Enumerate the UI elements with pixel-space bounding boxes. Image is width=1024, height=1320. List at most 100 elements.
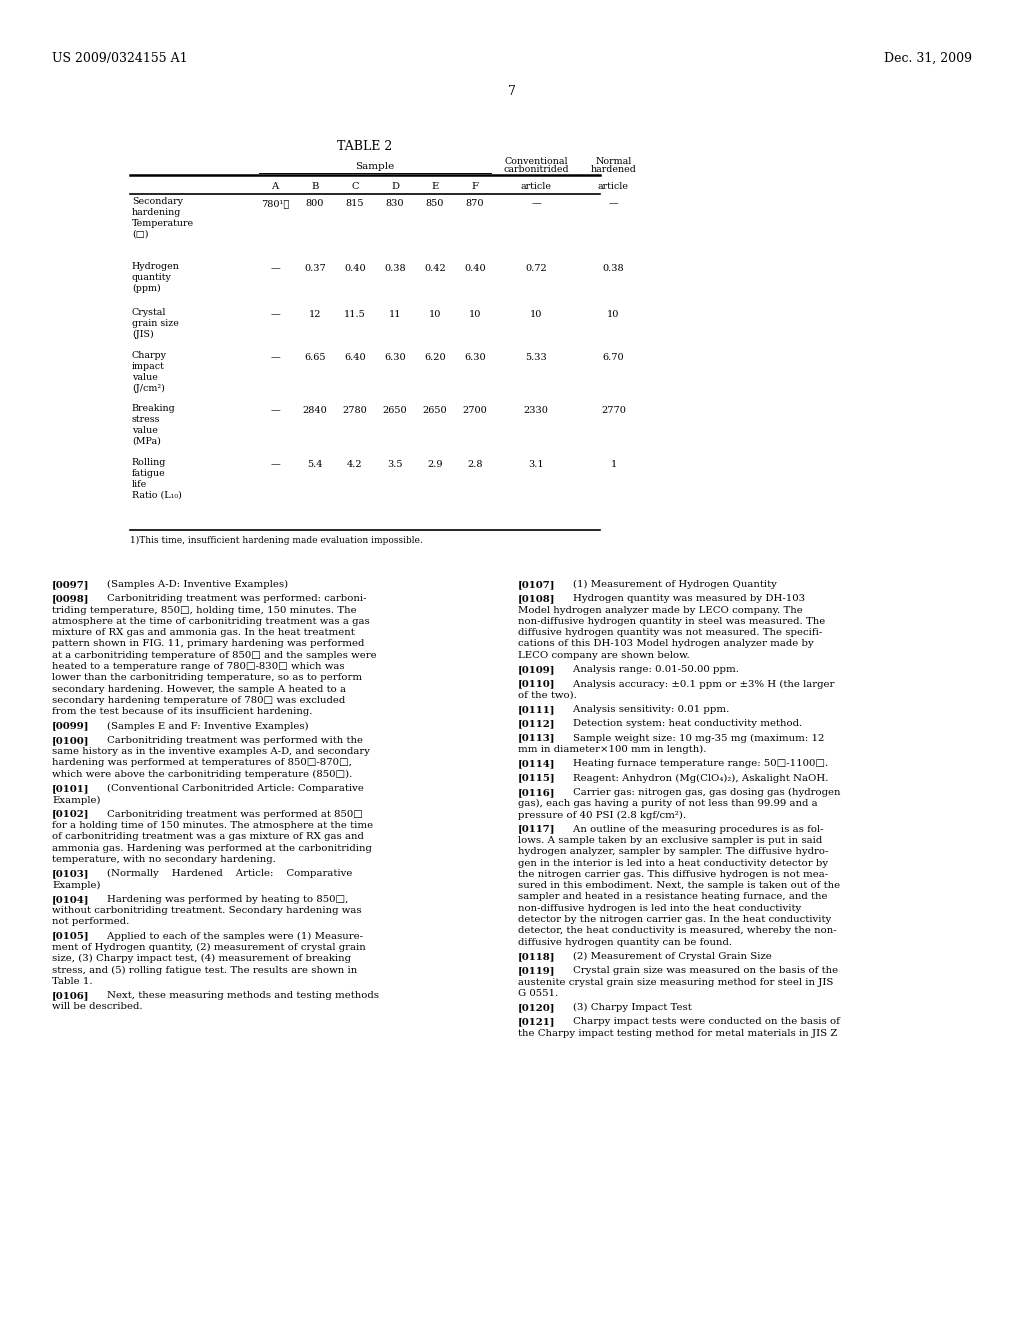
Text: Hydrogen: Hydrogen <box>132 261 180 271</box>
Text: stress, and (5) rolling fatigue test. The results are shown in: stress, and (5) rolling fatigue test. Th… <box>52 966 357 974</box>
Text: 0.72: 0.72 <box>525 264 547 273</box>
Text: austenite crystal grain size measuring method for steel in JIS: austenite crystal grain size measuring m… <box>518 978 834 986</box>
Text: 1: 1 <box>610 459 616 469</box>
Text: [0106]: [0106] <box>52 991 89 1001</box>
Text: (Conventional Carbonitrided Article: Comparative: (Conventional Carbonitrided Article: Com… <box>94 784 364 793</box>
Text: [0103]: [0103] <box>52 869 89 878</box>
Text: B: B <box>311 182 318 191</box>
Text: 6.30: 6.30 <box>384 352 406 362</box>
Text: [0113]: [0113] <box>518 734 555 743</box>
Text: pressure of 40 PSI (2.8 kgf/cm²).: pressure of 40 PSI (2.8 kgf/cm²). <box>518 810 686 820</box>
Text: 7: 7 <box>508 84 516 98</box>
Text: 2780: 2780 <box>343 407 368 414</box>
Text: sured in this embodiment. Next, the sample is taken out of the: sured in this embodiment. Next, the samp… <box>518 882 840 890</box>
Text: secondary hardening temperature of 780□ was excluded: secondary hardening temperature of 780□ … <box>52 696 345 705</box>
Text: (Samples A-D: Inventive Examples): (Samples A-D: Inventive Examples) <box>94 579 288 589</box>
Text: 0.37: 0.37 <box>304 264 326 273</box>
Text: (□): (□) <box>132 230 148 239</box>
Text: quantity: quantity <box>132 273 172 282</box>
Text: —: — <box>531 199 541 209</box>
Text: value: value <box>132 426 158 436</box>
Text: non-diffusive hydrogen is led into the heat conductivity: non-diffusive hydrogen is led into the h… <box>518 904 801 913</box>
Text: Crystal: Crystal <box>132 308 167 317</box>
Text: 830: 830 <box>386 199 404 209</box>
Text: Heating furnace temperature range: 50□-1100□.: Heating furnace temperature range: 50□-1… <box>560 759 828 768</box>
Text: hardening: hardening <box>132 209 181 216</box>
Text: [0104]: [0104] <box>52 895 89 904</box>
Text: Charpy: Charpy <box>132 351 167 360</box>
Text: 0.38: 0.38 <box>603 264 625 273</box>
Text: temperature, with no secondary hardening.: temperature, with no secondary hardening… <box>52 855 275 863</box>
Text: [0114]: [0114] <box>518 759 555 768</box>
Text: C: C <box>351 182 358 191</box>
Text: 6.70: 6.70 <box>603 352 625 362</box>
Text: (MPa): (MPa) <box>132 437 161 446</box>
Text: E: E <box>431 182 438 191</box>
Text: 2770: 2770 <box>601 407 626 414</box>
Text: lows. A sample taken by an exclusive sampler is put in said: lows. A sample taken by an exclusive sam… <box>518 836 822 845</box>
Text: article: article <box>598 182 629 191</box>
Text: Carbonitriding treatment was performed at 850□: Carbonitriding treatment was performed a… <box>94 809 362 818</box>
Text: gas), each gas having a purity of not less than 99.99 and a: gas), each gas having a purity of not le… <box>518 799 817 808</box>
Text: LECO company are shown below.: LECO company are shown below. <box>518 651 690 660</box>
Text: [0098]: [0098] <box>52 594 89 603</box>
Text: [0115]: [0115] <box>518 774 556 783</box>
Text: Table 1.: Table 1. <box>52 977 92 986</box>
Text: Next, these measuring methods and testing methods: Next, these measuring methods and testin… <box>94 991 379 1001</box>
Text: 2840: 2840 <box>303 407 328 414</box>
Text: [0105]: [0105] <box>52 932 90 941</box>
Text: 2650: 2650 <box>383 407 408 414</box>
Text: Temperature: Temperature <box>132 219 195 228</box>
Text: TABLE 2: TABLE 2 <box>337 140 392 153</box>
Text: not performed.: not performed. <box>52 917 129 927</box>
Text: Hydrogen quantity was measured by DH-103: Hydrogen quantity was measured by DH-103 <box>560 594 805 603</box>
Text: 10: 10 <box>607 310 620 319</box>
Text: (J/cm²): (J/cm²) <box>132 384 165 393</box>
Text: of the two).: of the two). <box>518 690 577 700</box>
Text: [0116]: [0116] <box>518 788 555 797</box>
Text: 10: 10 <box>529 310 542 319</box>
Text: 2650: 2650 <box>423 407 447 414</box>
Text: 2.9: 2.9 <box>427 459 442 469</box>
Text: 2700: 2700 <box>463 407 487 414</box>
Text: for a holding time of 150 minutes. The atmosphere at the time: for a holding time of 150 minutes. The a… <box>52 821 373 830</box>
Text: Detection system: heat conductivity method.: Detection system: heat conductivity meth… <box>560 719 802 729</box>
Text: lower than the carbonitriding temperature, so as to perform: lower than the carbonitriding temperatur… <box>52 673 362 682</box>
Text: Carrier gas: nitrogen gas, gas dosing gas (hydrogen: Carrier gas: nitrogen gas, gas dosing ga… <box>560 788 841 797</box>
Text: G 0551.: G 0551. <box>518 989 558 998</box>
Text: at a carbonitriding temperature of 850□ and the samples were: at a carbonitriding temperature of 850□ … <box>52 651 377 660</box>
Text: detector, the heat conductivity is measured, whereby the non-: detector, the heat conductivity is measu… <box>518 927 837 936</box>
Text: 850: 850 <box>426 199 444 209</box>
Text: mm in diameter×100 mm in length).: mm in diameter×100 mm in length). <box>518 744 707 754</box>
Text: 870: 870 <box>466 199 484 209</box>
Text: Example): Example) <box>52 796 100 804</box>
Text: F: F <box>471 182 478 191</box>
Text: gen in the interior is led into a heat conductivity detector by: gen in the interior is led into a heat c… <box>518 858 828 867</box>
Text: Reagent: Anhydron (Mg(ClO₄)₂), Askalight NaOH.: Reagent: Anhydron (Mg(ClO₄)₂), Askalight… <box>560 774 828 783</box>
Text: —: — <box>608 199 618 209</box>
Text: Crystal grain size was measured on the basis of the: Crystal grain size was measured on the b… <box>560 966 838 975</box>
Text: 11: 11 <box>389 310 401 319</box>
Text: hardening was performed at temperatures of 850□-870□,: hardening was performed at temperatures … <box>52 759 352 767</box>
Text: article: article <box>520 182 552 191</box>
Text: of carbonitriding treatment was a gas mixture of RX gas and: of carbonitriding treatment was a gas mi… <box>52 833 364 841</box>
Text: carbonitrided: carbonitrided <box>503 165 568 174</box>
Text: [0108]: [0108] <box>518 594 555 603</box>
Text: heated to a temperature range of 780□-830□ which was: heated to a temperature range of 780□-83… <box>52 663 345 671</box>
Text: [0118]: [0118] <box>518 952 555 961</box>
Text: sampler and heated in a resistance heating furnace, and the: sampler and heated in a resistance heati… <box>518 892 827 902</box>
Text: Carbonitriding treatment was performed with the: Carbonitriding treatment was performed w… <box>94 735 362 744</box>
Text: US 2009/0324155 A1: US 2009/0324155 A1 <box>52 51 187 65</box>
Text: (3) Charpy Impact Test: (3) Charpy Impact Test <box>560 1003 692 1012</box>
Text: —: — <box>270 459 280 469</box>
Text: 1)This time, insufficient hardening made evaluation impossible.: 1)This time, insufficient hardening made… <box>130 536 423 545</box>
Text: detector by the nitrogen carrier gas. In the heat conductivity: detector by the nitrogen carrier gas. In… <box>518 915 831 924</box>
Text: stress: stress <box>132 414 161 424</box>
Text: 0.40: 0.40 <box>344 264 366 273</box>
Text: 6.20: 6.20 <box>424 352 445 362</box>
Text: which were above the carbonitriding temperature (850□).: which were above the carbonitriding temp… <box>52 770 352 779</box>
Text: 6.40: 6.40 <box>344 352 366 362</box>
Text: Charpy impact tests were conducted on the basis of: Charpy impact tests were conducted on th… <box>560 1018 840 1027</box>
Text: impact: impact <box>132 362 165 371</box>
Text: [0107]: [0107] <box>518 579 555 589</box>
